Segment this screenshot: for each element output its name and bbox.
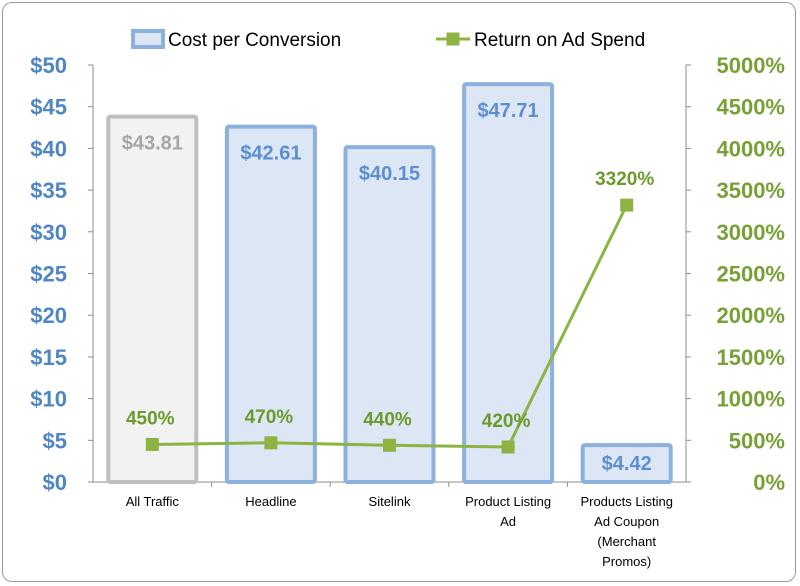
bar	[343, 145, 436, 485]
legend-label-return-on-ad-spend: Return on Ad Spend	[474, 30, 645, 51]
bar	[462, 82, 555, 484]
right-tick-label: 1500%	[716, 345, 785, 370]
line-point	[264, 436, 278, 450]
bar-data-label: $4.42	[602, 453, 652, 475]
category-label-line: Promos)	[602, 554, 651, 569]
bar	[580, 443, 673, 485]
right-tick-label: 3000%	[716, 220, 785, 245]
category-label-line: Ad	[500, 514, 516, 529]
category-label: Headline	[245, 494, 296, 509]
right-tick-label: 1000%	[716, 387, 785, 412]
line-point	[145, 437, 159, 451]
right-tick-label: 4500%	[716, 95, 785, 120]
left-tick-label: $5	[43, 428, 67, 453]
line-data-label: 440%	[363, 409, 412, 430]
left-tick-label: $35	[30, 178, 67, 203]
category-label-line: Sitelink	[369, 494, 411, 509]
legend-label-cost-per-conversion: Cost per Conversion	[168, 30, 341, 51]
line-point	[620, 198, 634, 212]
right-tick-labels: 0% 500% 1000% 1500% 2000% 2500% 3000% 3500% 4000…	[686, 53, 785, 495]
left-tick-labels: $0 $5 $10 $15 $20 $25 $30 $35 $40 $45 $50	[30, 53, 568, 495]
line-point	[501, 440, 515, 454]
line-series: 450% 470% 440% 420% 3320%	[126, 169, 654, 454]
line-point	[383, 438, 396, 452]
bar	[224, 124, 317, 484]
category-label-line: Ad Coupon	[594, 514, 659, 529]
left-tick-label: $30	[30, 220, 67, 245]
left-tick-label: $50	[30, 53, 67, 78]
left-tick-label: $0	[43, 470, 67, 495]
right-tick-label: 3500%	[716, 178, 785, 203]
right-tick-label: 4000%	[716, 136, 785, 161]
category-label-line: All Traffic	[126, 494, 180, 509]
line-data-label: 420%	[482, 411, 531, 432]
right-tick-label: 2500%	[716, 262, 785, 287]
right-tick-label: 0%	[753, 470, 785, 495]
left-tick-label: $25	[30, 262, 67, 287]
bar-data-label: $47.71	[478, 100, 539, 122]
legend-marker-return-on-ad-spend	[446, 32, 460, 46]
right-tick-label: 5000%	[716, 53, 785, 78]
bar-data-label: $42.61	[240, 143, 301, 165]
legend: Cost per Conversion Return on Ad Spend	[131, 29, 645, 51]
category-label: Sitelink	[369, 494, 411, 509]
left-tick-label: $15	[30, 345, 67, 370]
bar-data-label: $40.15	[359, 163, 420, 185]
category-label: Products Listing Ad Coupon (Merchant Promos…	[580, 494, 673, 569]
category-labels: All Traffic Headline Sitelink Product Listi…	[126, 494, 673, 569]
category-label-line: Products Listing	[580, 494, 673, 509]
left-tick-label: $45	[30, 95, 67, 120]
bar-data-label: $43.81	[122, 133, 183, 155]
category-label: All Traffic	[126, 494, 180, 509]
right-tick-label: 2000%	[716, 303, 785, 328]
line-data-label: 3320%	[595, 169, 654, 190]
left-tick-label: $20	[30, 303, 67, 328]
right-tick-label: 500%	[729, 428, 785, 453]
line-data-label: 470%	[245, 407, 294, 428]
line-data-label: 450%	[126, 408, 175, 429]
left-tick-label: $40	[30, 136, 67, 161]
bar	[106, 114, 199, 484]
category-label-line: (Merchant	[597, 534, 656, 549]
category-label: Product Listing Ad	[465, 494, 551, 529]
bar-series: $43.81 $42.61 $40.15 $47.71 $4.42	[106, 82, 673, 485]
category-label-line: Product Listing	[465, 494, 551, 509]
legend-swatch-cost-per-conversion	[131, 29, 165, 49]
left-tick-label: $10	[30, 387, 67, 412]
category-label-line: Headline	[245, 494, 296, 509]
